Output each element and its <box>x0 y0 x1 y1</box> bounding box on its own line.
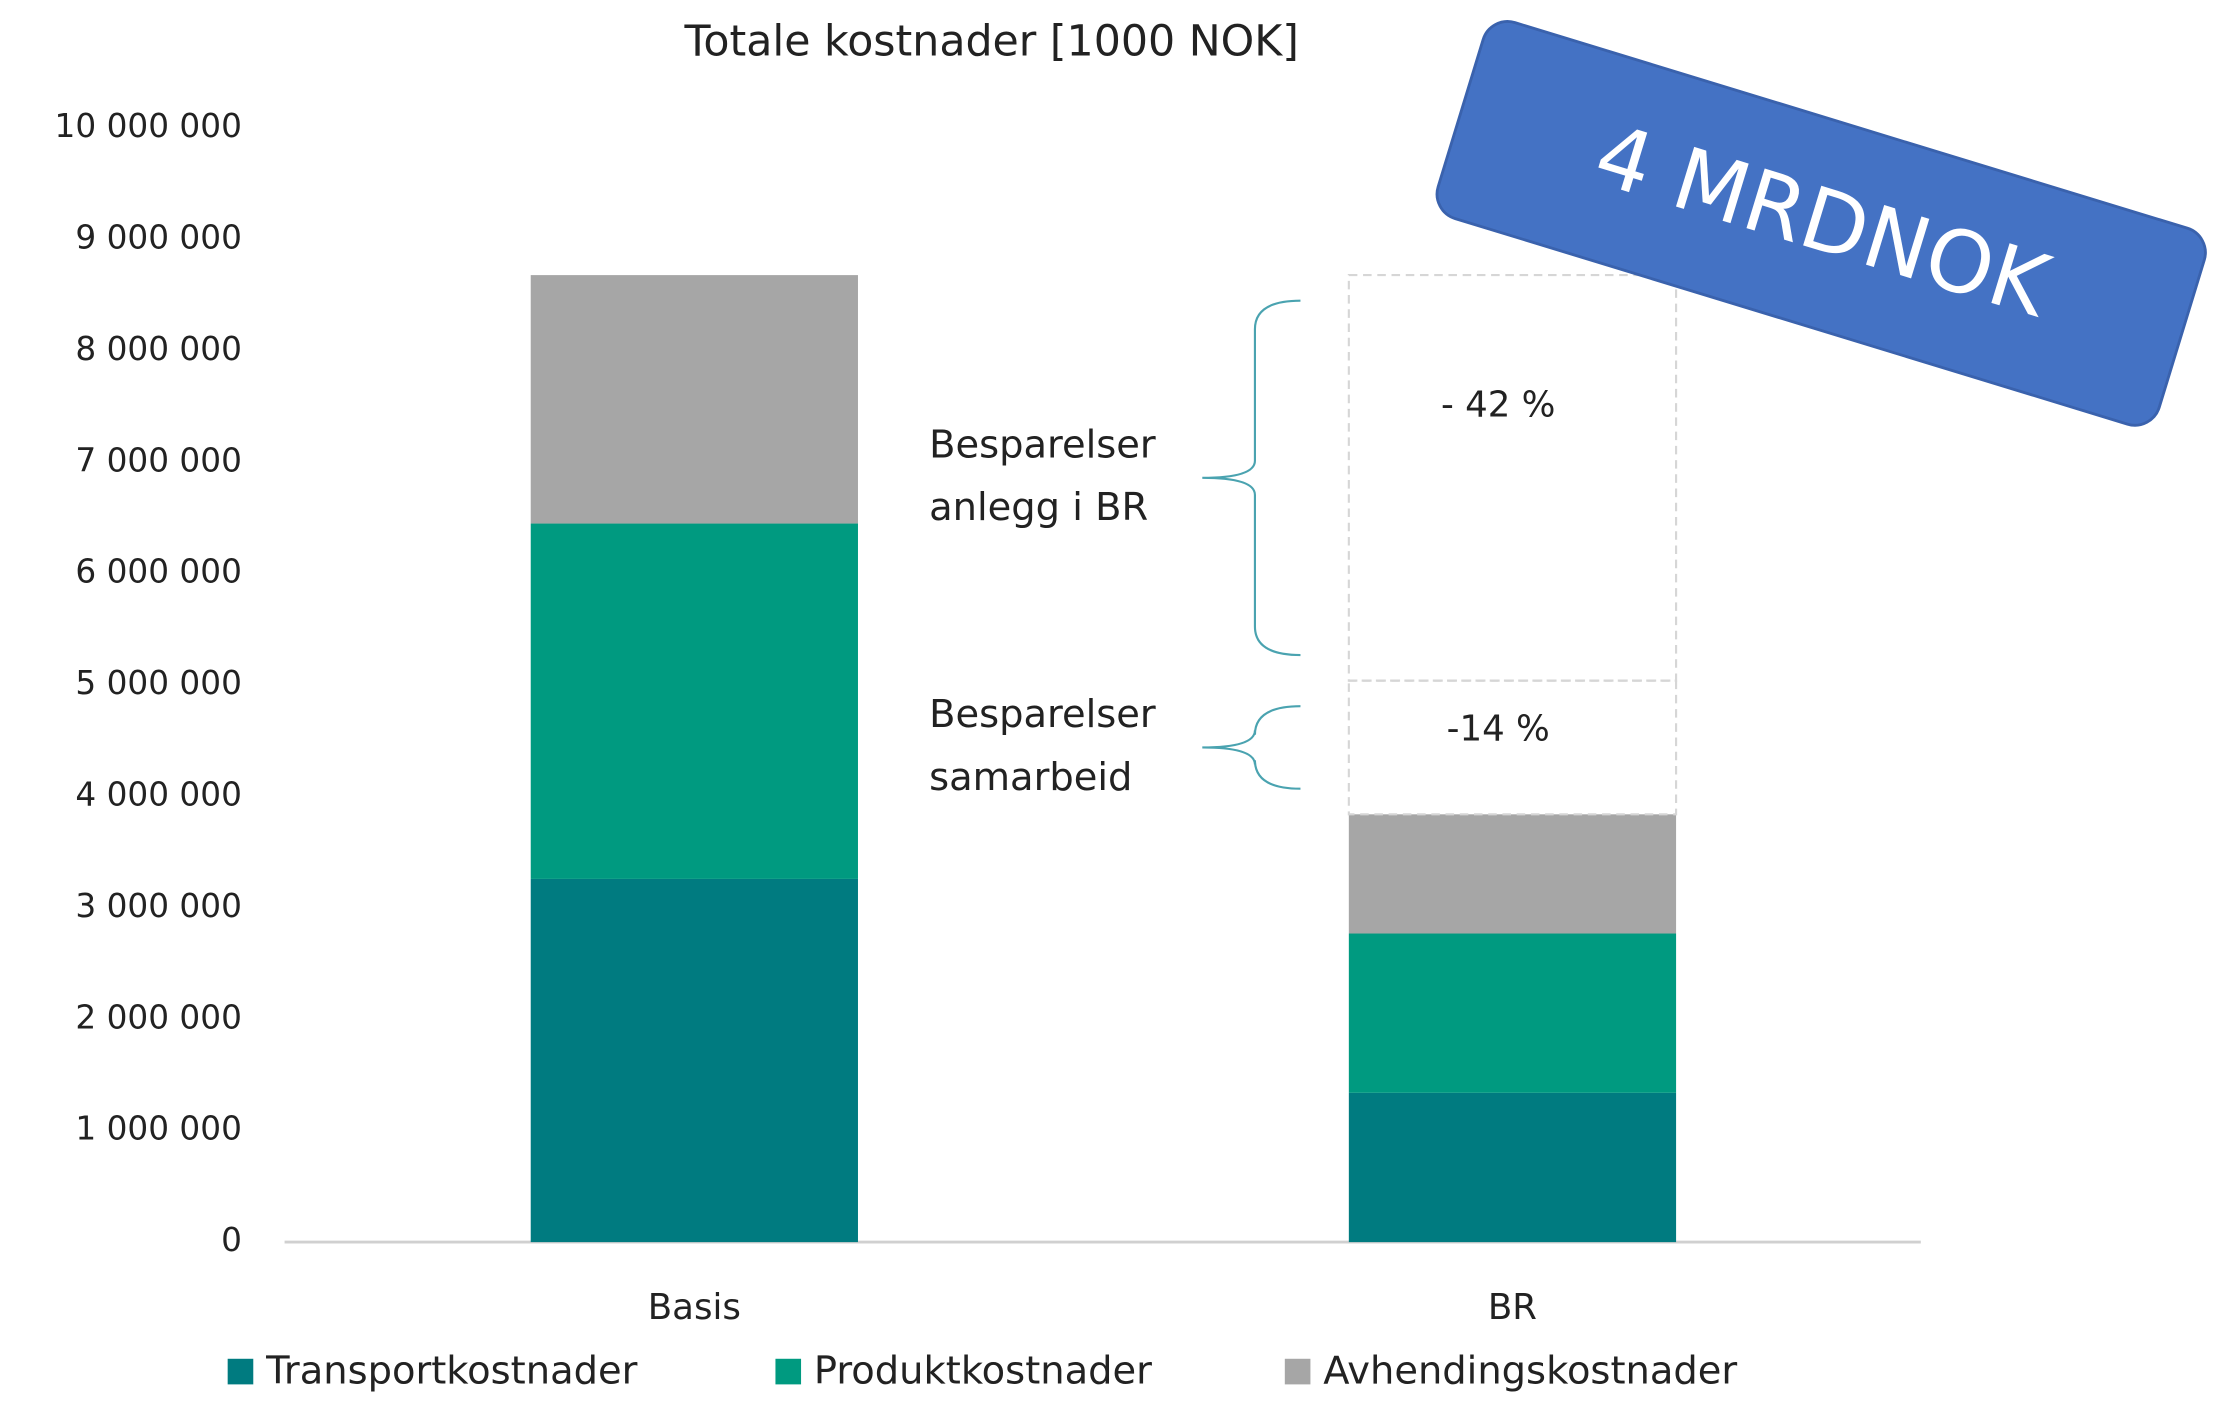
savings-percent: - 42 % <box>1441 385 1555 426</box>
savings-percent: -14 % <box>1447 708 1550 749</box>
savings-label-line: anlegg i BR <box>929 485 1148 530</box>
brace <box>1202 705 1301 790</box>
y-tick-label: 4 000 000 <box>75 775 242 813</box>
legend-label: Avhendingskostnader <box>1323 1349 1737 1394</box>
bar-segment <box>530 878 858 1243</box>
savings-label: Besparelser anlegg i BR <box>929 422 1156 530</box>
y-tick-label: 9 000 000 <box>75 218 242 256</box>
bar-segment <box>530 523 858 879</box>
y-tick-label: 6 000 000 <box>75 553 242 591</box>
y-tick-label: 3 000 000 <box>75 887 242 925</box>
y-tick-label: 5 000 000 <box>75 664 242 702</box>
savings-box <box>1347 274 1678 682</box>
y-tick-label: 8 000 000 <box>75 330 242 368</box>
legend-label: Transportkostnader <box>265 1349 638 1394</box>
brace <box>1202 299 1301 657</box>
legend-label: Produktkostnader <box>814 1349 1152 1394</box>
y-tick-label: 7 000 000 <box>75 441 242 479</box>
x-tick-label: Basis <box>648 1287 741 1328</box>
chart-title: Totale kostnader [1000 NOK] <box>684 17 1299 67</box>
y-tick-label: 0 <box>221 1221 242 1259</box>
y-tick-label: 2 000 000 <box>75 998 242 1036</box>
badge: 4 MRDNOK <box>1435 20 2207 427</box>
legend-swatch <box>227 1358 254 1385</box>
legend-swatch <box>775 1358 802 1385</box>
savings-label-line: samarbeid <box>929 754 1132 799</box>
bar-segment <box>1348 933 1677 1093</box>
legend-swatch <box>1284 1358 1311 1385</box>
y-tick-label: 10 000 000 <box>55 107 242 145</box>
savings-label-line: Besparelser <box>929 422 1156 467</box>
bar-segment <box>1348 814 1677 934</box>
bar-segment <box>1348 1092 1677 1243</box>
badge-box <box>1435 20 2207 427</box>
savings-label-line: Besparelser <box>929 692 1156 737</box>
savings-label: Besparelser samarbeid <box>929 692 1156 800</box>
x-tick-label: BR <box>1488 1287 1537 1328</box>
y-tick-label: 1 000 000 <box>75 1110 242 1148</box>
bar-segment <box>530 275 858 524</box>
